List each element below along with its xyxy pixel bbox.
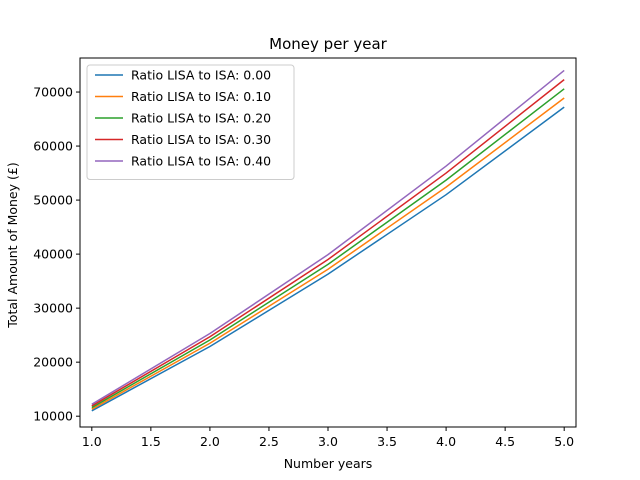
legend-label-3: Ratio LISA to ISA: 0.30 [131, 132, 271, 147]
y-tick-label: 60000 [33, 139, 73, 154]
y-tick-label: 10000 [33, 409, 73, 424]
plot-frame [79, 57, 577, 428]
x-tick-label: 1.0 [82, 434, 102, 449]
series-line-4 [91, 69, 565, 405]
series-line-0 [91, 106, 565, 412]
y-tick-label: 40000 [33, 247, 73, 262]
x-tick-label: 2.0 [200, 434, 220, 449]
legend-label-4: Ratio LISA to ISA: 0.40 [131, 154, 271, 169]
x-axis-label: Number years [284, 456, 373, 471]
x-tick-label: 5.0 [554, 434, 574, 449]
chart-title: Money per year [269, 35, 387, 53]
x-tick-label: 2.5 [259, 434, 279, 449]
x-tick-label: 3.5 [377, 434, 397, 449]
x-tick-label: 1.5 [141, 434, 161, 449]
legend-box [86, 64, 295, 180]
series-line-3 [91, 79, 565, 407]
legend-label-1: Ratio LISA to ISA: 0.10 [131, 89, 271, 104]
y-tick-label: 50000 [33, 193, 73, 208]
series-lines [91, 69, 565, 412]
x-tick-label: 3.0 [318, 434, 338, 449]
legend: Ratio LISA to ISA: 0.00 Ratio LISA to ISA… [86, 64, 295, 180]
series-line-1 [91, 97, 565, 410]
x-tick-label: 4.5 [495, 434, 515, 449]
y-tick-label: 70000 [33, 85, 73, 100]
y-axis-label: Total Amount of Money (£) [5, 162, 20, 328]
x-tick-label: 4.0 [436, 434, 456, 449]
legend-label-0: Ratio LISA to ISA: 0.00 [131, 68, 271, 83]
y-tick-label: 30000 [33, 301, 73, 316]
y-tick-label: 20000 [33, 355, 73, 370]
series-line-2 [91, 88, 565, 409]
legend-label-2: Ratio LISA to ISA: 0.20 [131, 111, 271, 126]
x-axis-ticks: 1.0 1.5 2.0 2.5 3.0 3.5 4.0 4.5 5.0 [82, 427, 574, 449]
y-axis-ticks: 10000 20000 30000 40000 50000 60000 70000 [33, 85, 80, 424]
